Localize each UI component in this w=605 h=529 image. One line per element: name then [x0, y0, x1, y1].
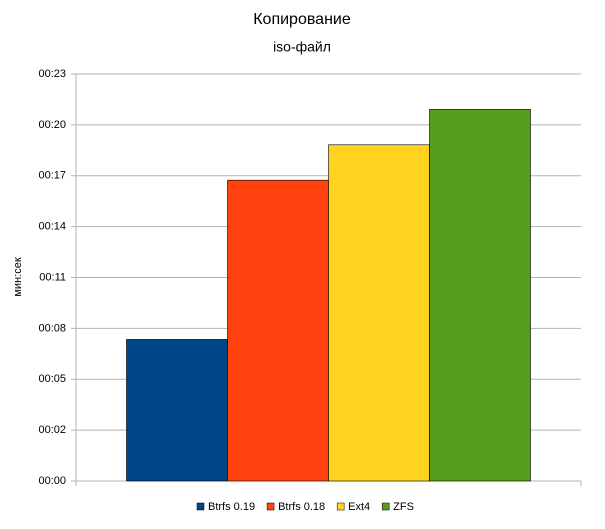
y-tick-label: 00:11	[39, 271, 66, 283]
legend-swatch	[336, 502, 345, 511]
y-tick-label: 00:02	[38, 424, 66, 436]
legend-swatch	[196, 502, 205, 511]
y-tick-label: 00:20	[38, 119, 66, 131]
y-tick-label: 00:17	[38, 170, 66, 182]
y-tick-label: 00:23	[38, 68, 66, 80]
y-tick-label: 00:14	[38, 221, 66, 233]
y-axis-label: мин:сек	[12, 257, 24, 296]
chart-title: Копирование	[253, 11, 351, 28]
bar	[328, 144, 430, 482]
y-tick-label: 00:08	[38, 322, 66, 334]
chart-subtitle: iso-файл	[273, 39, 331, 55]
bar	[126, 339, 228, 482]
bar	[429, 109, 531, 482]
y-tick-label: 00:05	[38, 373, 66, 385]
bar	[227, 179, 329, 482]
legend-label: Btrfs 0.18	[278, 501, 325, 513]
legend-label: Ext4	[348, 501, 370, 513]
legend-label: Btrfs 0.19	[208, 501, 255, 513]
legend-swatch	[381, 502, 390, 511]
y-tick-label: 00:00	[38, 475, 66, 487]
legend-label: ZFS	[393, 501, 414, 513]
legend-swatch	[266, 502, 275, 511]
